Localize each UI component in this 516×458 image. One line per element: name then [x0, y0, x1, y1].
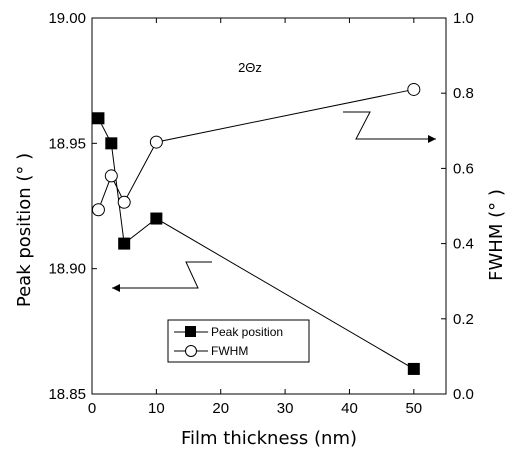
x-tick-label: 40	[341, 400, 358, 417]
data-point-peak-position	[407, 362, 420, 375]
y-right-tick-label: 0.2	[453, 311, 474, 328]
y-right-tick-label: 0.6	[453, 160, 474, 177]
legend-marker-square	[185, 326, 196, 337]
plot-frame	[91, 17, 447, 395]
x-tick-label: 0	[88, 400, 96, 417]
y-left-tick-label: 18.90	[48, 261, 86, 278]
x-axis-title: Film thickness (nm)	[181, 428, 357, 449]
y-right-tick-label: 0.8	[453, 85, 474, 102]
series-line-fwhm	[97, 88, 414, 210]
data-point-fwhm	[104, 169, 118, 183]
data-point-fwhm	[407, 82, 421, 96]
y-right-tick-label: 0.0	[453, 386, 474, 403]
annotation-2theta: 2Θz	[238, 60, 262, 75]
y-left-tick-label: 18.85	[48, 386, 86, 403]
series-markers	[91, 82, 421, 375]
data-point-peak-position	[150, 212, 163, 225]
tick-labels: 0 10 20 30 40 50 18.85 18.90 18.95 19.00 0.0 0.2 0.4…	[48, 10, 473, 417]
data-point-peak-position	[105, 137, 118, 150]
data-point-peak-position	[118, 237, 131, 250]
right-y-axis-title: FWHM (° )	[486, 189, 507, 281]
y-left-tick-label: 19.00	[48, 10, 86, 27]
data-point-fwhm	[91, 203, 105, 217]
legend: Peak position FWHM	[167, 319, 310, 363]
x-tick-label: 10	[148, 400, 165, 417]
legend-marker-circle	[185, 345, 197, 357]
legend-label-peak-position: Peak position	[211, 325, 283, 339]
data-point-fwhm	[149, 135, 163, 149]
data-point-peak-position	[92, 112, 105, 125]
left-y-axis-title: Peak position (° )	[14, 153, 35, 307]
data-point-fwhm	[117, 195, 131, 209]
y-left-tick-label: 18.95	[48, 135, 86, 152]
x-tick-label: 20	[212, 400, 229, 417]
x-tick-label: 50	[405, 400, 422, 417]
ticks	[91, 17, 446, 395]
arrow-to-right-axis	[343, 111, 436, 143]
legend-label-fwhm: FWHM	[211, 344, 248, 358]
x-tick-label: 30	[277, 400, 294, 417]
arrow-to-left-axis	[112, 261, 212, 292]
y-right-tick-label: 1.0	[453, 10, 474, 27]
y-right-tick-label: 0.4	[453, 236, 474, 253]
